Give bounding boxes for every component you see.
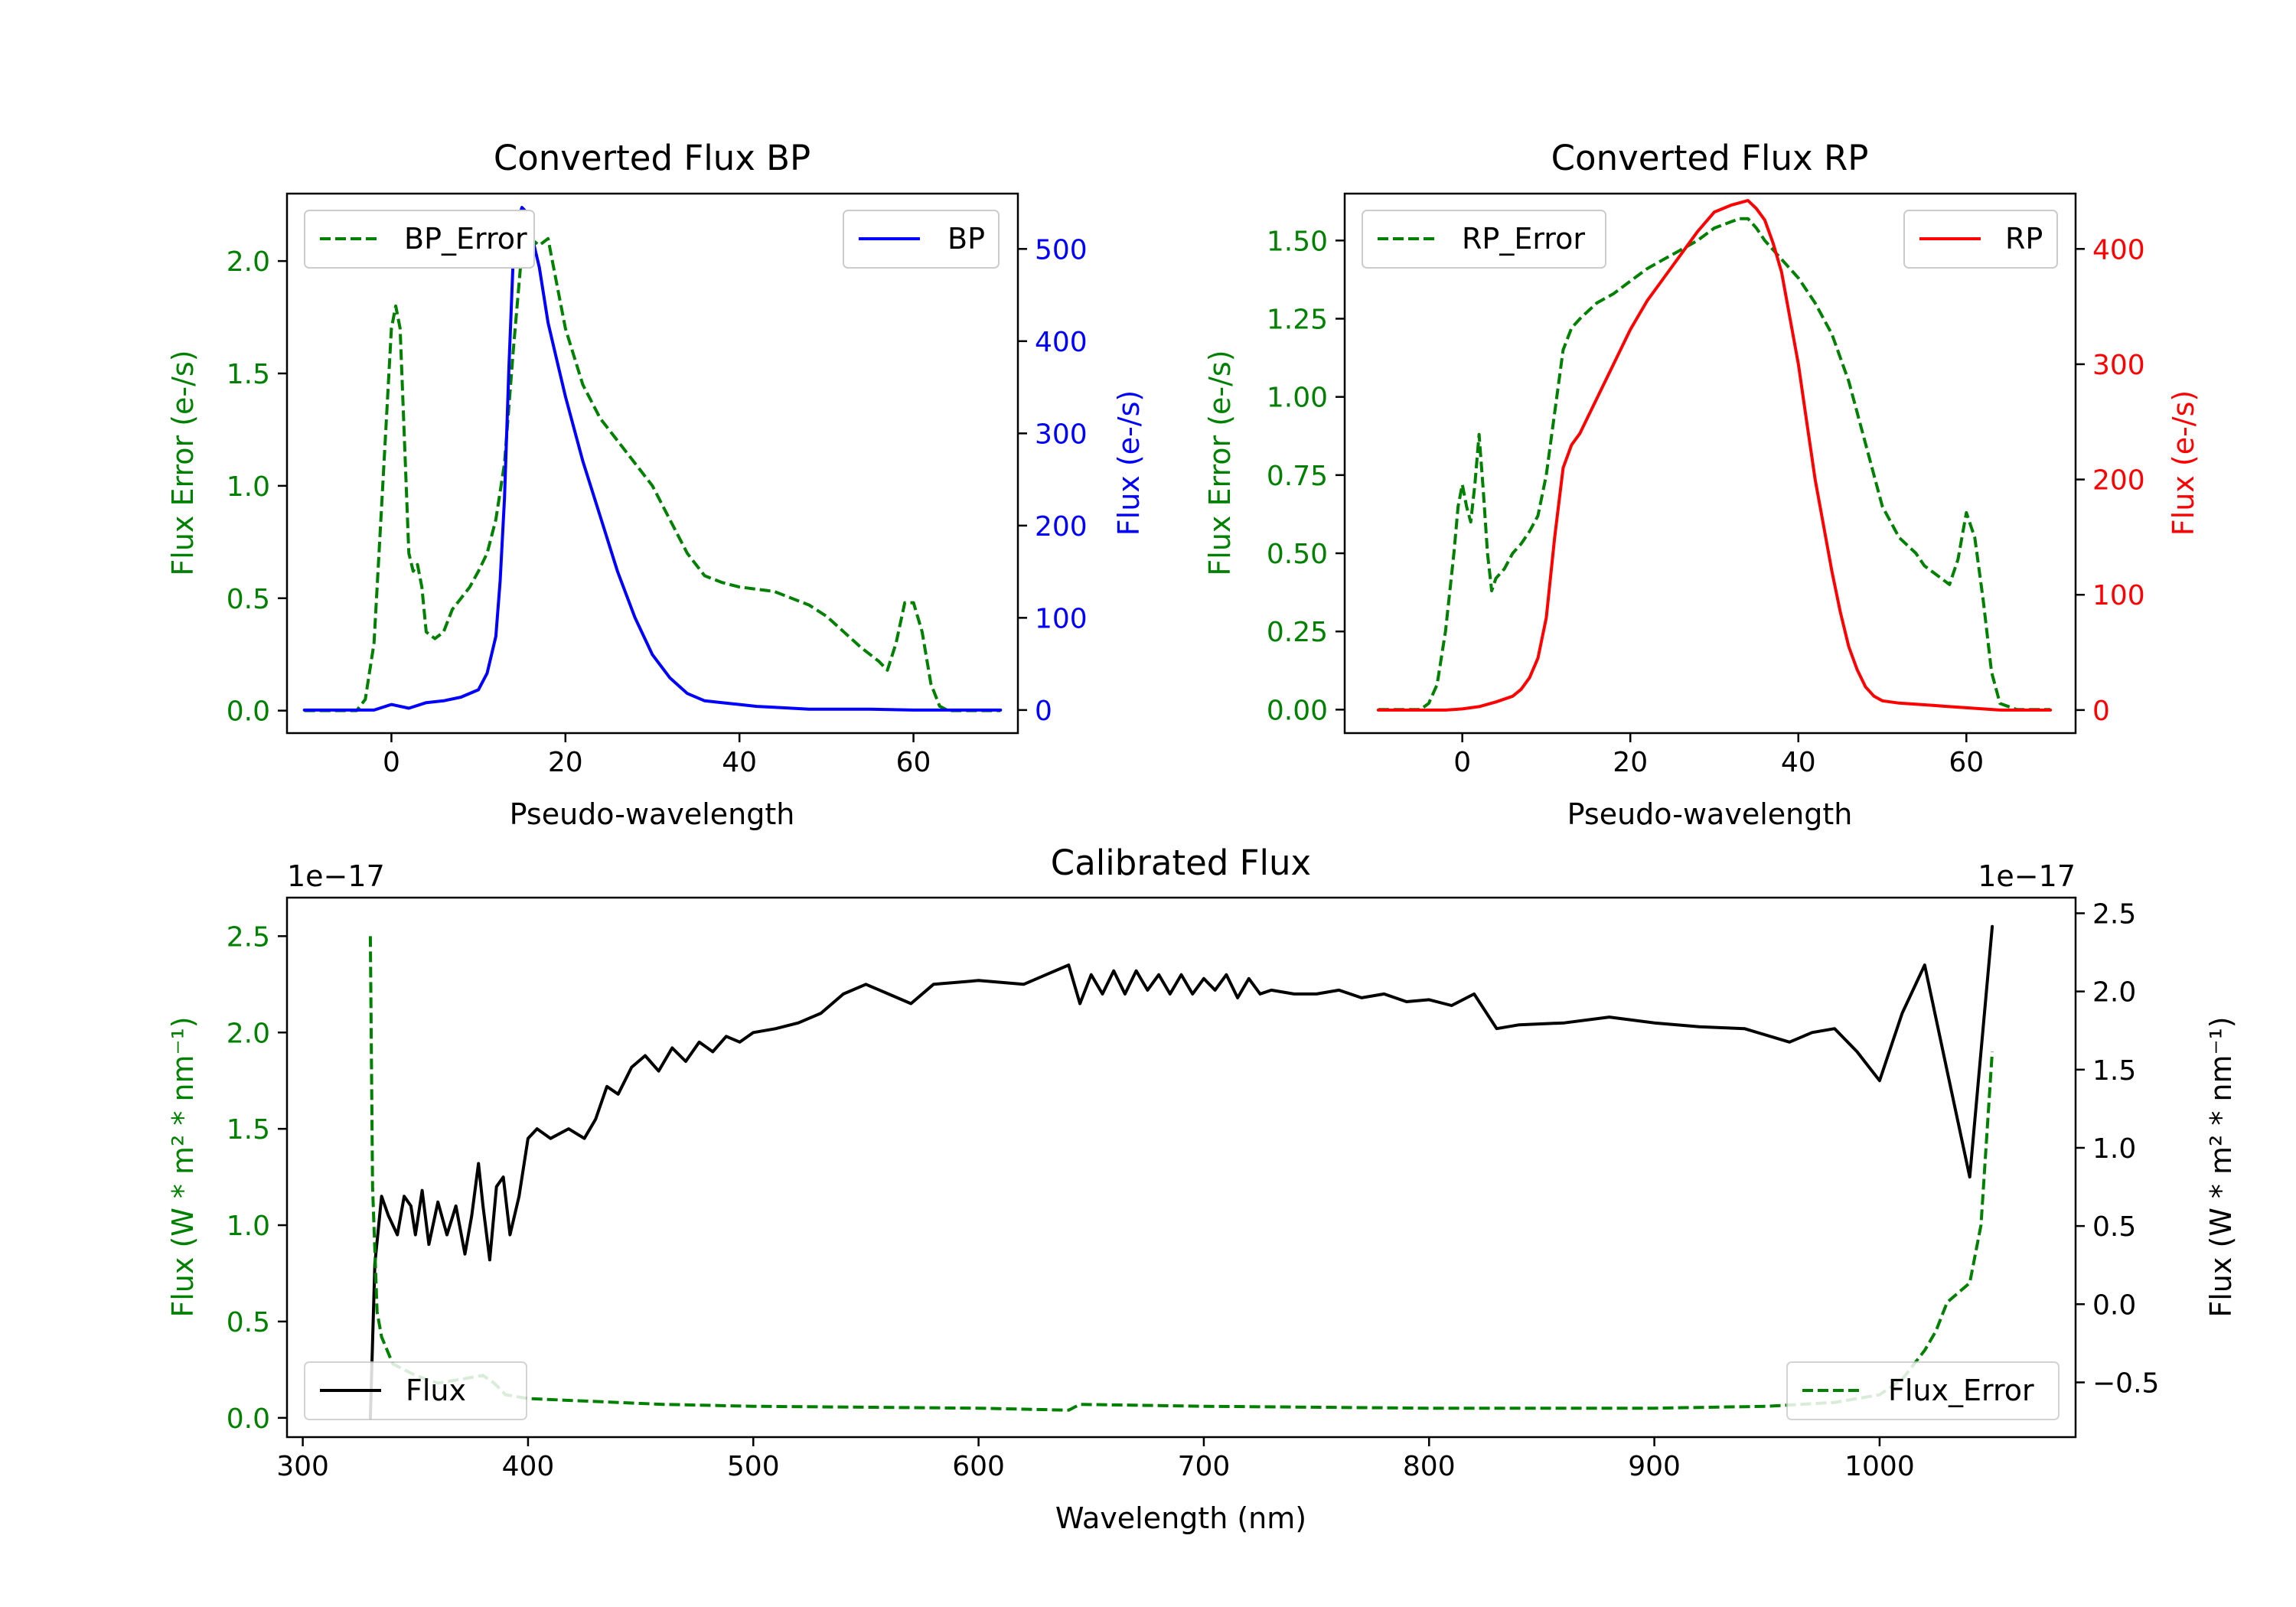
bp-right-y-axis-label: Flux (e-/s) xyxy=(1112,390,1146,536)
cal-left-y-tick-label: 1.5 xyxy=(227,1114,270,1146)
bp-series-bp-error-line xyxy=(304,226,1001,712)
rp-error-legend-label: RP_Error xyxy=(1462,222,1585,256)
bp-left-y-axis-label: Flux Error (e-/s) xyxy=(166,350,200,575)
bp-series-bp-line xyxy=(302,206,1003,712)
rp-left-y-tick-label: 1.25 xyxy=(1267,304,1328,335)
bp-right-y-tick-label: 100 xyxy=(1035,603,1088,634)
cal-left-y-tick-label: 2.5 xyxy=(227,921,270,953)
cal-right-offset-text: 1e−17 xyxy=(1978,859,2076,893)
cal-right-y-tick-label: 2.0 xyxy=(2092,977,2136,1009)
bp-x-axis-label: Pseudo-wavelength xyxy=(510,797,795,831)
rp-right-y-tick-label: 300 xyxy=(2092,350,2145,381)
rp-x-axis-label: Pseudo-wavelength xyxy=(1567,797,1853,831)
cal-x-tick-label: 900 xyxy=(1628,1451,1681,1482)
rp-x-tick-label: 20 xyxy=(1613,747,1648,778)
rp-x-tick-label: 60 xyxy=(1949,747,1984,778)
cal-left-offset-text: 1e−17 xyxy=(287,859,385,893)
rp-right-y-axis-label: Flux (e-/s) xyxy=(2167,390,2200,536)
cal-x-axis-label: Wavelength (nm) xyxy=(1055,1501,1306,1535)
cal-series-flux-line xyxy=(368,924,1994,1420)
panel-bp: 0 20 40 60 0.0 0.5 1.0 1.5 2.0 0 100 200 300 400 500 C… xyxy=(166,138,1146,831)
bp-error-legend: BP_Error xyxy=(304,210,535,269)
rp-left-y-tick-label: 1.50 xyxy=(1267,226,1328,257)
bp-left-y-tick-label: 0.5 xyxy=(227,584,270,615)
bp-left-y-tick-label: 0.0 xyxy=(227,696,270,728)
cal-left-y-tick-label: 1.0 xyxy=(227,1211,270,1242)
cal-left-y-tick-label: 0.5 xyxy=(227,1307,270,1338)
rp-right-y-tick-label: 0 xyxy=(2092,696,2110,727)
bp-legend-box xyxy=(843,210,1000,269)
rp-plot-frame xyxy=(1343,192,2077,735)
bp-right-y-tick-label: 500 xyxy=(1035,234,1088,266)
panel-calibrated: 300 400 500 600 700 800 900 1000 0.0 0.5 1.0 1.5 2.0… xyxy=(166,843,2238,1535)
cal-left-y-tick-label: 2.0 xyxy=(227,1018,270,1049)
bp-chart-title: Converted Flux BP xyxy=(494,138,810,178)
cal-right-y-tick-label: 1.5 xyxy=(2092,1055,2136,1087)
rp-error-legend: RP_Error xyxy=(1362,210,1606,269)
bp-left-y-tick-label: 2.0 xyxy=(227,246,270,278)
cal-flux-error-legend-label: Flux_Error xyxy=(1888,1374,2034,1407)
bp-right-y-tick-label: 0 xyxy=(1035,696,1052,727)
cal-x-tick-label: 500 xyxy=(727,1451,780,1482)
rp-left-y-tick-label: 0.25 xyxy=(1267,617,1328,648)
rp-series-rp-line xyxy=(1376,199,2053,712)
cal-x-tick-label: 800 xyxy=(1403,1451,1456,1482)
panel-rp: 0 20 40 60 0.00 0.25 0.50 0.75 1.00 1.25 1.50 0 100 2… xyxy=(1203,138,2200,831)
bp-x-tick-label: 20 xyxy=(548,747,583,778)
bp-right-y-tick-label: 400 xyxy=(1035,327,1088,358)
bp-error-legend-box xyxy=(304,210,535,269)
cal-x-tick-label: 400 xyxy=(502,1451,555,1482)
cal-flux-legend-box xyxy=(304,1361,527,1420)
cal-right-y-tick-label: −0.5 xyxy=(2092,1367,2159,1399)
bp-x-tick-label: 40 xyxy=(722,747,757,778)
rp-series-rp-error-line xyxy=(1378,217,2051,712)
bp-legend: BP xyxy=(843,210,1000,269)
rp-x-tick-label: 0 xyxy=(1453,747,1471,778)
bp-x-tick-label: 0 xyxy=(383,747,400,778)
cal-plot-frame xyxy=(285,896,2077,1439)
bp-x-tick-label: 60 xyxy=(896,747,931,778)
rp-legend-label: RP xyxy=(2005,222,2043,256)
rp-x-tick-label: 40 xyxy=(1781,747,1816,778)
cal-right-y-axis-label: Flux (W * m² * nm⁻¹) xyxy=(2204,1016,2238,1317)
bp-legend-label: BP xyxy=(947,222,985,256)
rp-left-y-tick-label: 1.00 xyxy=(1267,383,1328,414)
rp-left-y-tick-label: 0.75 xyxy=(1267,461,1328,492)
cal-chart-title: Calibrated Flux xyxy=(1051,843,1311,883)
rp-left-y-tick-label: 0.50 xyxy=(1267,539,1328,570)
cal-x-tick-label: 700 xyxy=(1178,1451,1231,1482)
bp-right-y-tick-label: 200 xyxy=(1035,511,1088,543)
rp-left-y-axis-label: Flux Error (e-/s) xyxy=(1203,350,1237,575)
cal-flux-error-legend-box xyxy=(1786,1361,2060,1420)
cal-right-y-tick-label: 0.0 xyxy=(2092,1289,2136,1321)
rp-left-y-tick-label: 0.00 xyxy=(1267,695,1328,726)
cal-left-y-axis-label: Flux (W * m² * nm⁻¹) xyxy=(166,1016,200,1317)
rp-legend: RP xyxy=(1903,210,2058,269)
rp-error-legend-box xyxy=(1362,210,1606,269)
cal-x-tick-label: 600 xyxy=(952,1451,1005,1482)
cal-flux-error-legend: Flux_Error xyxy=(1786,1361,2060,1420)
rp-right-y-tick-label: 400 xyxy=(2092,234,2145,266)
cal-flux-legend-label: Flux xyxy=(406,1374,466,1407)
bp-left-y-tick-label: 1.5 xyxy=(227,359,270,390)
cal-x-tick-label: 1000 xyxy=(1844,1451,1915,1482)
cal-right-y-tick-label: 0.5 xyxy=(2092,1211,2136,1243)
cal-left-y-tick-label: 0.0 xyxy=(227,1403,270,1435)
cal-right-y-tick-label: 1.0 xyxy=(2092,1133,2136,1165)
rp-chart-title: Converted Flux RP xyxy=(1551,138,1869,178)
cal-right-y-tick-label: 2.5 xyxy=(2092,898,2136,930)
cal-x-tick-label: 300 xyxy=(276,1451,329,1482)
rp-right-y-tick-label: 100 xyxy=(2092,580,2145,611)
bp-plot-frame xyxy=(285,192,1019,735)
bp-error-legend-label: BP_Error xyxy=(404,222,527,256)
cal-flux-legend: Flux xyxy=(304,1361,527,1420)
bp-right-y-tick-label: 300 xyxy=(1035,419,1088,450)
rp-right-y-tick-label: 200 xyxy=(2092,465,2145,497)
bp-left-y-tick-label: 1.0 xyxy=(227,471,270,503)
